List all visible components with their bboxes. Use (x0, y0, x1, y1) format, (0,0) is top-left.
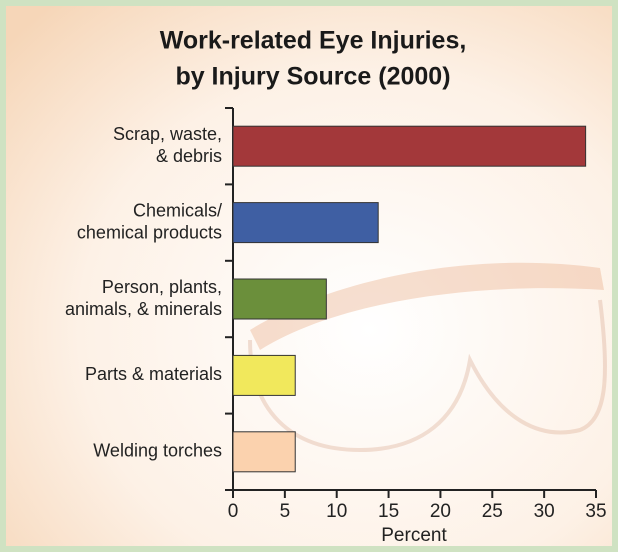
chart-title: Work-related Eye Injuries, (160, 27, 467, 55)
bar (233, 203, 378, 243)
y-tick-label: Scrap, waste, (113, 124, 222, 144)
y-tick-label: Parts & materials (85, 364, 222, 384)
chart: Work-related Eye Injuries, by Injury Sou… (0, 0, 618, 552)
x-tick-label: 0 (228, 501, 239, 522)
page: Work-related Eye Injuries, by Injury Sou… (0, 0, 618, 552)
bar (233, 126, 586, 166)
bar (233, 355, 295, 395)
x-tick-label: 35 (585, 501, 606, 522)
chart-title: by Injury Source (2000) (175, 63, 450, 91)
y-tick-label: animals, & minerals (65, 299, 222, 319)
y-tick-label: chemical products (77, 222, 222, 242)
x-tick-label: 25 (482, 501, 503, 522)
x-tick-label: 10 (326, 501, 347, 522)
x-tick-label: 30 (534, 501, 555, 522)
bar (233, 432, 295, 472)
x-axis-label: Percent (381, 525, 447, 546)
y-tick-label: Welding torches (93, 441, 222, 461)
x-tick-label: 5 (280, 501, 291, 522)
y-tick-label: & debris (156, 146, 222, 166)
y-tick-label: Person, plants, (102, 277, 222, 297)
bar (233, 279, 326, 319)
x-tick-label: 15 (378, 501, 399, 522)
x-tick-label: 20 (430, 501, 451, 522)
y-tick-label: Chemicals/ (133, 200, 222, 220)
